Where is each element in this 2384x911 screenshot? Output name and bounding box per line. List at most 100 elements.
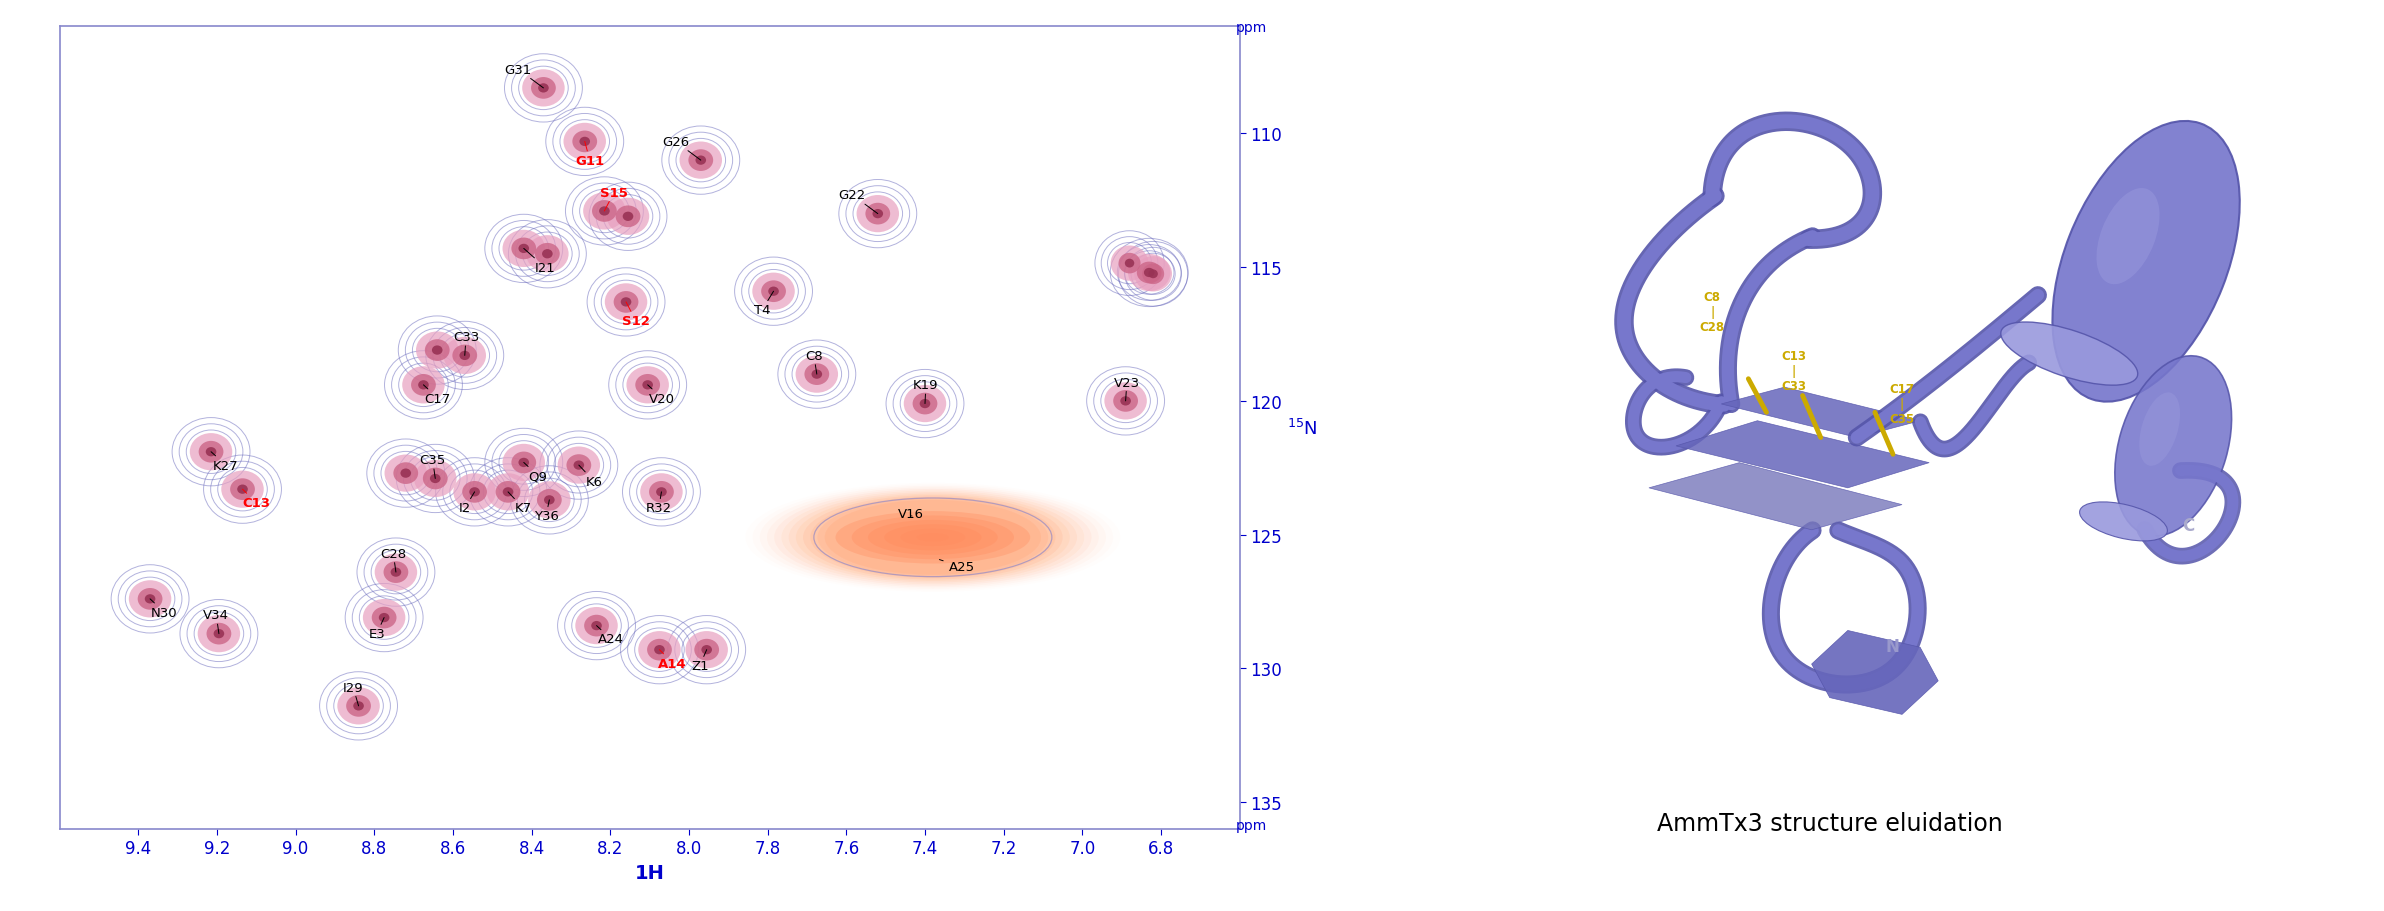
Ellipse shape <box>415 333 458 369</box>
Ellipse shape <box>622 212 634 221</box>
Ellipse shape <box>215 630 224 639</box>
Ellipse shape <box>584 615 608 637</box>
Text: AmmTx3 structure eluidation: AmmTx3 structure eluidation <box>1657 812 2003 835</box>
Text: N: N <box>1886 638 1900 656</box>
Ellipse shape <box>1142 264 1163 285</box>
Ellipse shape <box>353 701 365 711</box>
Ellipse shape <box>503 445 546 482</box>
Ellipse shape <box>834 512 1030 564</box>
Text: I29: I29 <box>343 681 362 706</box>
Text: S12: S12 <box>622 302 651 328</box>
Ellipse shape <box>541 250 553 259</box>
Ellipse shape <box>591 200 617 222</box>
Y-axis label: $^{15}$N: $^{15}$N <box>1287 418 1318 438</box>
Ellipse shape <box>760 281 787 302</box>
Ellipse shape <box>374 554 417 591</box>
Text: K7: K7 <box>508 492 532 515</box>
Ellipse shape <box>362 599 405 637</box>
Ellipse shape <box>620 298 632 307</box>
Ellipse shape <box>417 381 429 390</box>
Text: G26: G26 <box>663 136 701 161</box>
Ellipse shape <box>2096 189 2160 285</box>
Ellipse shape <box>1125 260 1135 268</box>
Ellipse shape <box>579 138 591 147</box>
Ellipse shape <box>470 487 479 497</box>
Ellipse shape <box>403 367 446 404</box>
Ellipse shape <box>753 273 794 311</box>
Ellipse shape <box>825 500 1042 575</box>
Ellipse shape <box>575 461 584 470</box>
Ellipse shape <box>429 475 441 484</box>
Ellipse shape <box>1137 262 1161 284</box>
Ellipse shape <box>1128 254 1171 292</box>
Ellipse shape <box>432 346 443 355</box>
Ellipse shape <box>572 131 596 153</box>
Ellipse shape <box>453 345 477 367</box>
Text: I2: I2 <box>458 492 474 515</box>
Ellipse shape <box>1120 397 1130 406</box>
Ellipse shape <box>789 493 1078 583</box>
Text: E3: E3 <box>370 618 386 640</box>
Text: Y36: Y36 <box>534 500 558 523</box>
Ellipse shape <box>198 615 241 652</box>
Polygon shape <box>1650 463 1902 530</box>
Text: K27: K27 <box>212 452 238 472</box>
Ellipse shape <box>2053 122 2239 403</box>
Text: V34: V34 <box>203 609 229 634</box>
Text: Z1: Z1 <box>691 650 708 672</box>
Ellipse shape <box>2079 502 2167 541</box>
Ellipse shape <box>567 455 591 476</box>
Ellipse shape <box>384 455 427 492</box>
Ellipse shape <box>1104 383 1147 420</box>
Ellipse shape <box>522 70 565 107</box>
Ellipse shape <box>496 481 520 503</box>
Text: Q9: Q9 <box>524 463 548 483</box>
Text: V16: V16 <box>896 507 923 520</box>
Ellipse shape <box>558 447 601 484</box>
Ellipse shape <box>884 525 982 551</box>
Ellipse shape <box>534 243 560 265</box>
Ellipse shape <box>865 203 889 225</box>
Text: C8: C8 <box>806 350 822 374</box>
Ellipse shape <box>796 356 839 394</box>
Polygon shape <box>1676 421 1929 488</box>
Ellipse shape <box>346 695 372 717</box>
Text: ppm: ppm <box>1235 818 1266 833</box>
Text: V20: V20 <box>648 385 675 405</box>
Text: C35: C35 <box>420 454 446 479</box>
Ellipse shape <box>236 485 248 495</box>
Text: C17: C17 <box>424 385 451 405</box>
Ellipse shape <box>818 498 1049 577</box>
Ellipse shape <box>1149 270 1159 279</box>
Polygon shape <box>1721 388 1919 438</box>
Ellipse shape <box>701 645 713 655</box>
Ellipse shape <box>513 452 536 474</box>
Ellipse shape <box>453 474 496 511</box>
Ellipse shape <box>231 479 255 500</box>
Ellipse shape <box>873 210 882 219</box>
Text: A14: A14 <box>658 650 687 670</box>
Ellipse shape <box>696 157 706 166</box>
Ellipse shape <box>634 374 660 396</box>
Text: S15: S15 <box>601 187 627 211</box>
Text: ppm: ppm <box>1235 21 1266 36</box>
Ellipse shape <box>2000 322 2138 385</box>
Ellipse shape <box>415 460 455 497</box>
Ellipse shape <box>191 434 231 471</box>
Ellipse shape <box>656 487 668 497</box>
Ellipse shape <box>653 645 665 655</box>
Ellipse shape <box>913 394 937 415</box>
Ellipse shape <box>856 196 899 233</box>
Ellipse shape <box>424 340 451 362</box>
Ellipse shape <box>198 441 224 463</box>
Ellipse shape <box>608 199 648 236</box>
X-axis label: 1H: 1H <box>634 863 665 882</box>
Ellipse shape <box>539 84 548 94</box>
Text: G11: G11 <box>575 142 606 168</box>
Ellipse shape <box>811 370 822 379</box>
Ellipse shape <box>401 469 410 478</box>
Ellipse shape <box>868 520 999 555</box>
Ellipse shape <box>384 561 408 583</box>
Ellipse shape <box>503 487 513 497</box>
Ellipse shape <box>422 468 448 490</box>
